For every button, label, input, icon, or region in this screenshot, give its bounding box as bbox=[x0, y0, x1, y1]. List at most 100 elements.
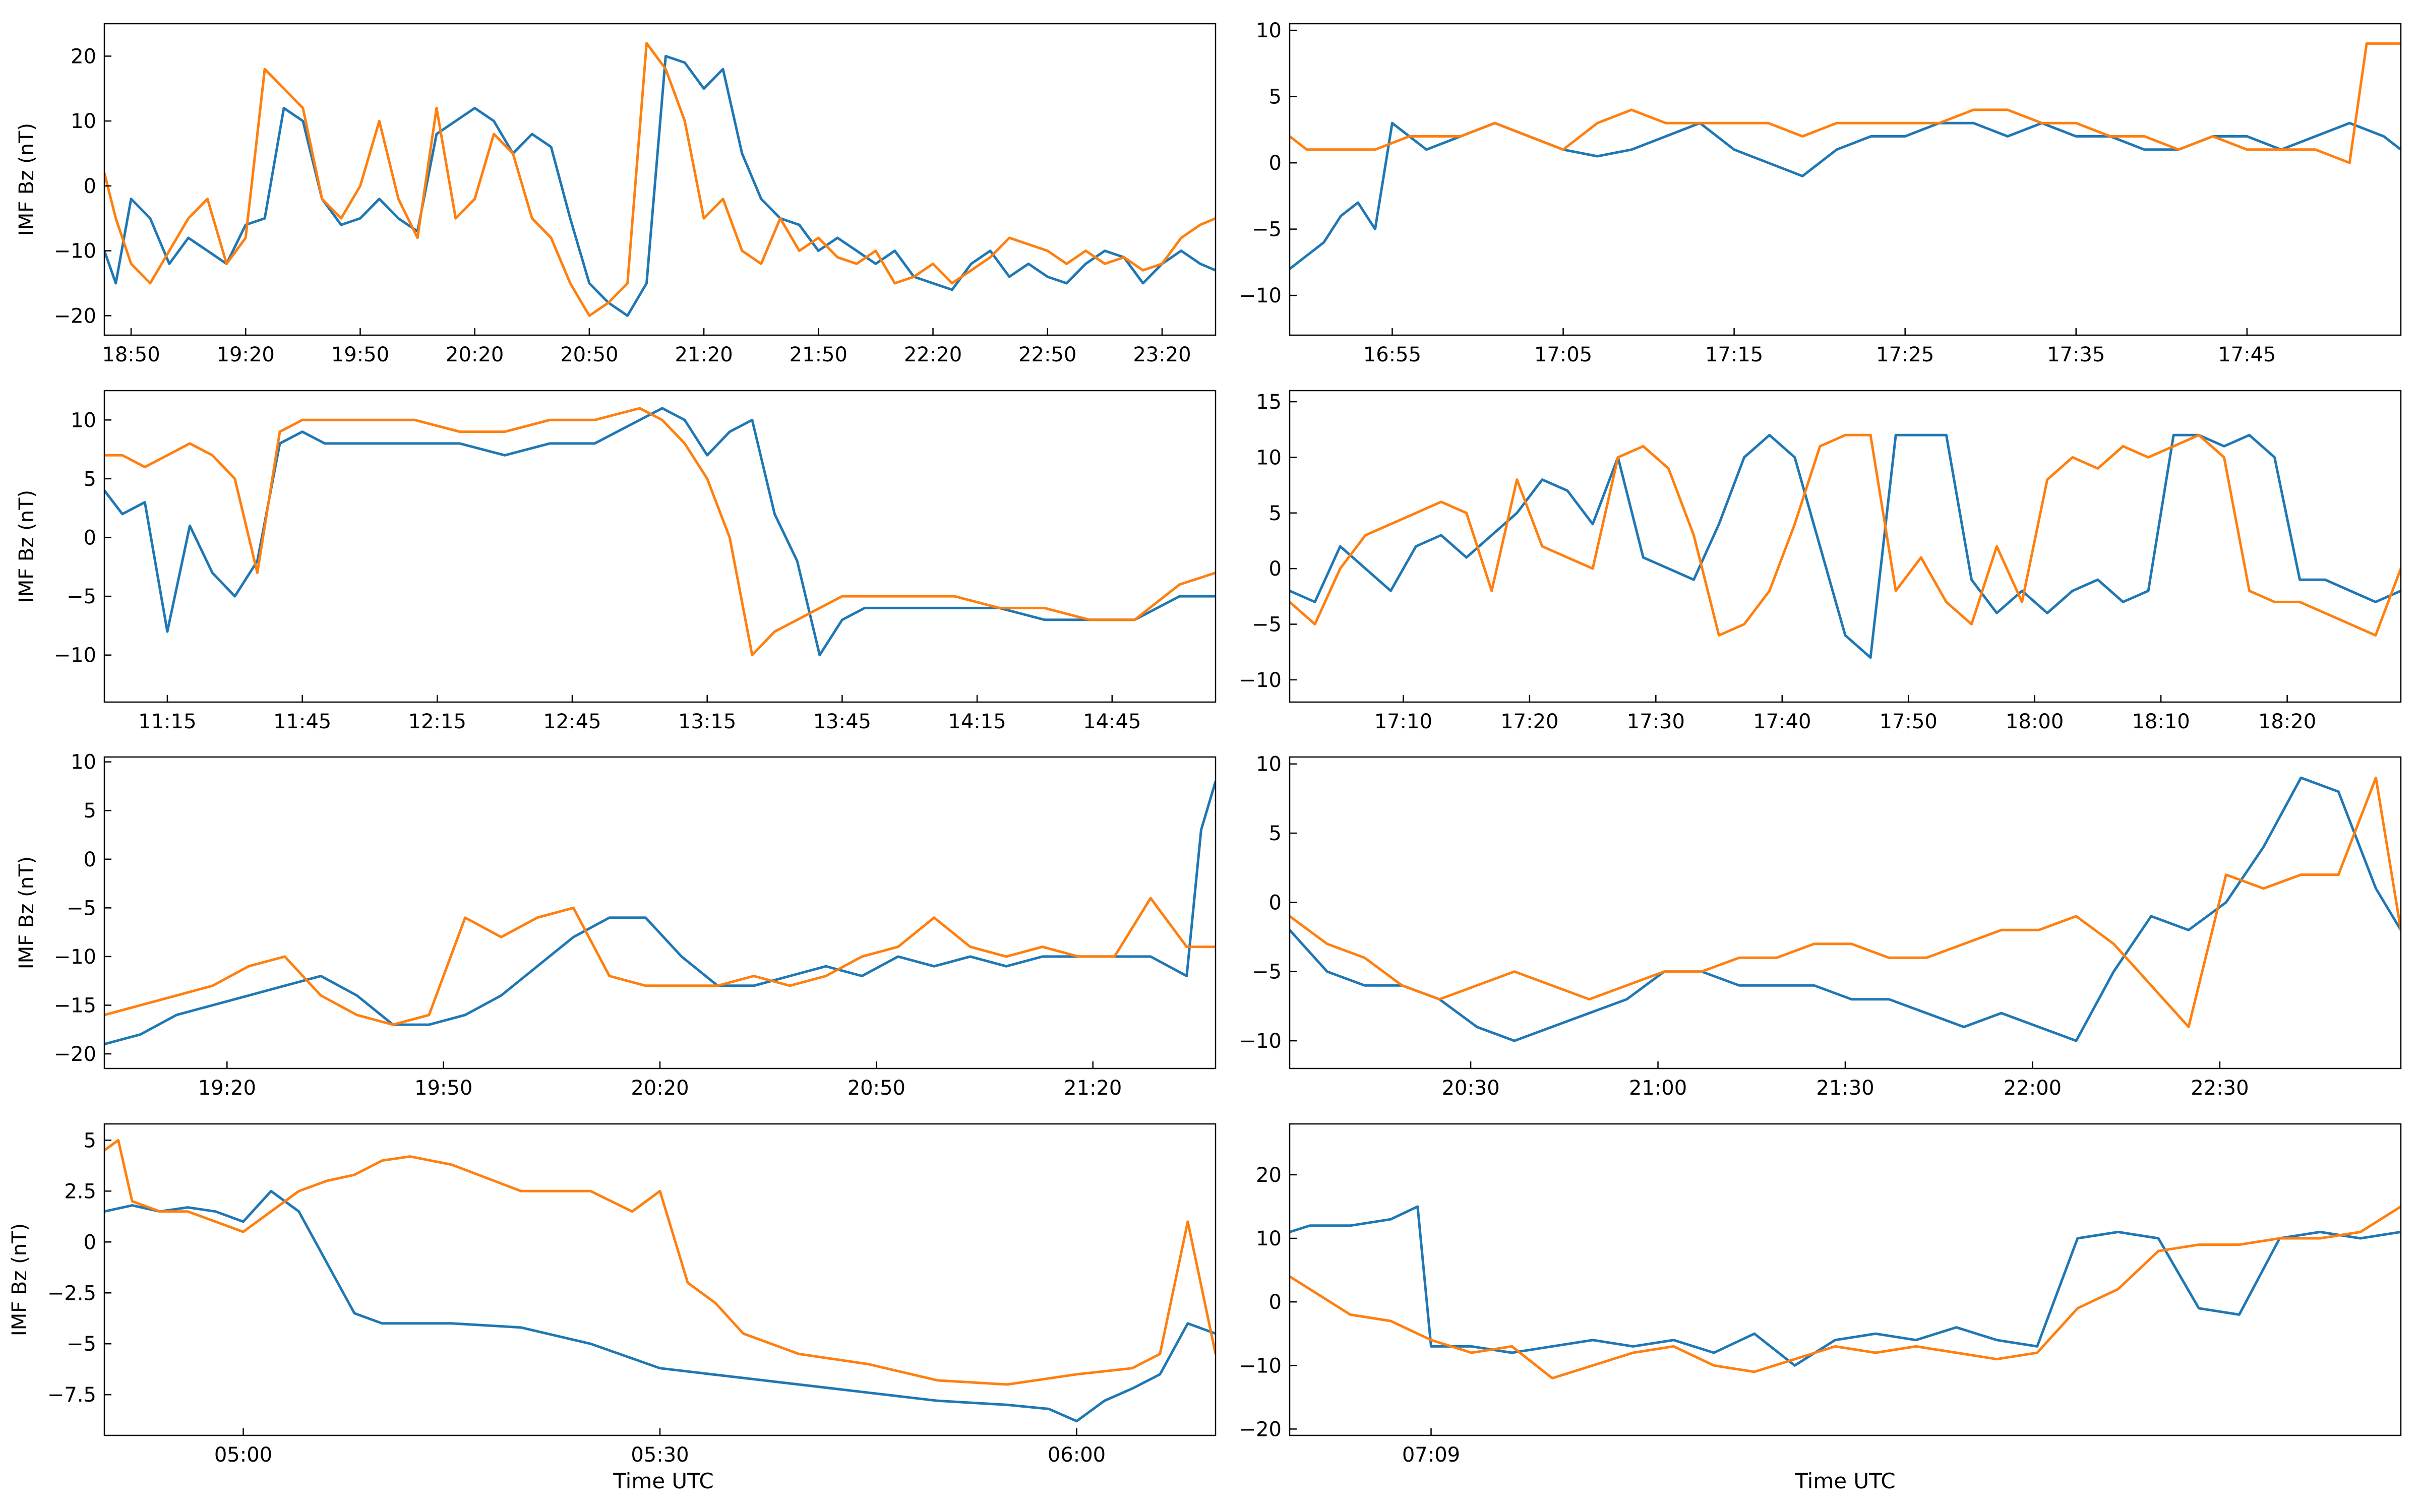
y-tick-label: 0 bbox=[84, 175, 96, 198]
x-tick-label: 17:30 bbox=[1627, 710, 1685, 733]
x-tick-label: 17:05 bbox=[1534, 343, 1592, 366]
x-tick-label: 21:50 bbox=[790, 343, 848, 366]
y-tick-label: 0 bbox=[84, 1231, 96, 1254]
y-tick-label: −10 bbox=[54, 240, 96, 263]
y-tick-label: 0 bbox=[1269, 891, 1282, 914]
y-tick-label: 5 bbox=[1269, 86, 1282, 109]
panel-row1-left: 18:50 19:20 19:50 20:20 20:50 21:20 21:50 22:20… bbox=[15, 23, 1217, 366]
x-tick-label: 20:50 bbox=[848, 1077, 905, 1100]
y-tick-label: −20 bbox=[54, 1043, 96, 1066]
series-line-blue bbox=[1290, 433, 2401, 659]
axes-frame bbox=[1289, 23, 2402, 336]
series-line-blue bbox=[104, 407, 1216, 657]
x-tick-label: 17:10 bbox=[1374, 710, 1432, 733]
x-tick-label: 06:00 bbox=[1048, 1443, 1106, 1467]
series-line-orange bbox=[104, 407, 1216, 657]
x-tick-label: 20:20 bbox=[631, 1077, 689, 1100]
y-tick-label: −7.5 bbox=[47, 1383, 96, 1407]
x-tick-label: 14:15 bbox=[948, 710, 1006, 733]
x-tick-label: 12:15 bbox=[408, 710, 466, 733]
y-tick-label: −5 bbox=[67, 585, 96, 608]
x-tick-label: 19:50 bbox=[414, 1077, 472, 1100]
panel-row4-right: 07:09 20 10 0 −10 −20 bbox=[1239, 1123, 2402, 1467]
panels: 18:50 19:20 19:50 20:20 20:50 21:20 21:50 22:20… bbox=[8, 19, 2402, 1467]
x-tick-label: 22:30 bbox=[2191, 1077, 2249, 1100]
x-tick-label: 14:45 bbox=[1083, 710, 1141, 733]
y-tick-label: −5 bbox=[67, 1333, 96, 1356]
x-tick-label: 21:20 bbox=[1064, 1077, 1122, 1100]
series-line-blue bbox=[1290, 1205, 2401, 1367]
x-tick-label: 11:45 bbox=[273, 710, 331, 733]
y-tick-label: 5 bbox=[84, 799, 96, 823]
x-tick-label: 05:30 bbox=[631, 1443, 689, 1467]
y-tick-label: 0 bbox=[84, 527, 96, 550]
x-tick-label: 17:20 bbox=[1500, 710, 1558, 733]
y-tick-label: −10 bbox=[1239, 284, 1282, 307]
panel-row3-left: 19:20 19:50 20:20 20:50 21:20 10 5 0 −5 −10 −15 −20… bbox=[15, 751, 1217, 1100]
y-tick-label: 5 bbox=[84, 468, 96, 491]
x-tick-label: 22:20 bbox=[904, 343, 962, 366]
y-tick-label: 0 bbox=[1269, 1291, 1282, 1314]
y-tick-label: −20 bbox=[1239, 1418, 1282, 1441]
x-tick-label: 20:20 bbox=[446, 343, 504, 366]
panel-row1-right: 16:55 17:05 17:15 17:25 17:35 17:45 10 5 0 −5 −10 bbox=[1239, 19, 2402, 366]
y-tick-label: 5 bbox=[1269, 502, 1282, 525]
y-tick-label: −5 bbox=[1252, 961, 1282, 984]
x-tick-label: 20:30 bbox=[1441, 1077, 1499, 1100]
y-tick-label: 10 bbox=[71, 409, 96, 432]
series-line-blue bbox=[104, 54, 1216, 317]
x-tick-label: 23:20 bbox=[1133, 343, 1191, 366]
xlabel-left: Time UTC bbox=[613, 1469, 713, 1493]
x-tick-label: 21:00 bbox=[1629, 1077, 1687, 1100]
y-axis-label: IMF Bz (nT) bbox=[15, 123, 38, 236]
y-tick-label: 20 bbox=[71, 45, 96, 68]
panel-row3-right: 20:30 21:00 21:30 22:00 22:30 10 5 0 −5 −10 bbox=[1239, 753, 2402, 1100]
y-tick-label: 5 bbox=[1269, 822, 1282, 845]
y-tick-label: 10 bbox=[71, 751, 96, 774]
y-tick-label: 2.5 bbox=[64, 1180, 96, 1203]
y-tick-label: 10 bbox=[71, 110, 96, 133]
x-tick-label: 20:50 bbox=[560, 343, 618, 366]
x-tick-label: 07:09 bbox=[1402, 1443, 1460, 1467]
y-tick-label: 0 bbox=[84, 848, 96, 871]
y-axis-label: IMF Bz (nT) bbox=[15, 490, 38, 603]
x-tick-label: 21:20 bbox=[675, 343, 733, 366]
y-tick-label: −15 bbox=[54, 994, 96, 1017]
x-tick-label: 18:50 bbox=[102, 343, 160, 366]
y-axis-label: IMF Bz (nT) bbox=[8, 1223, 31, 1336]
series-line-blue bbox=[1290, 776, 2401, 1042]
axes-frame bbox=[103, 756, 1217, 1069]
x-tick-label: 13:45 bbox=[813, 710, 871, 733]
x-tick-label: 17:35 bbox=[2047, 343, 2105, 366]
x-tick-label: 19:20 bbox=[217, 343, 275, 366]
x-tick-label: 22:00 bbox=[2004, 1077, 2062, 1100]
y-tick-label: −5 bbox=[1252, 218, 1282, 241]
x-tick-label: 22:50 bbox=[1018, 343, 1076, 366]
series-line-orange bbox=[1290, 776, 2401, 1029]
x-tick-label: 05:00 bbox=[214, 1443, 272, 1467]
y-tick-label: 20 bbox=[1256, 1164, 1282, 1187]
y-tick-label: 10 bbox=[1256, 446, 1282, 469]
y-tick-label: −10 bbox=[1239, 1354, 1282, 1377]
x-tick-label: 21:30 bbox=[1816, 1077, 1874, 1100]
series-line-blue bbox=[104, 781, 1216, 1046]
x-tick-label: 17:50 bbox=[1880, 710, 1938, 733]
series-line-orange bbox=[104, 42, 1216, 317]
x-tick-label: 18:00 bbox=[2006, 710, 2064, 733]
y-tick-label: −5 bbox=[1252, 613, 1282, 637]
x-tick-label: 19:20 bbox=[198, 1077, 256, 1100]
y-tick-label: 10 bbox=[1256, 753, 1282, 776]
x-tick-label: 13:15 bbox=[678, 710, 736, 733]
series-line-orange bbox=[104, 1139, 1216, 1386]
x-tick-label: 12:45 bbox=[543, 710, 601, 733]
x-tick-label: 17:15 bbox=[1705, 343, 1763, 366]
x-tick-label: 18:20 bbox=[2258, 710, 2316, 733]
y-tick-label: −20 bbox=[54, 304, 96, 328]
y-tick-label: 0 bbox=[1269, 152, 1282, 175]
panel-row2-left: 11:15 11:45 12:15 12:45 13:15 13:45 14:15 14:45… bbox=[15, 390, 1217, 733]
axes-frame bbox=[1289, 390, 2402, 703]
axes-frame bbox=[103, 1123, 1217, 1436]
axes-frame bbox=[103, 390, 1217, 703]
y-tick-label: −10 bbox=[54, 946, 96, 969]
